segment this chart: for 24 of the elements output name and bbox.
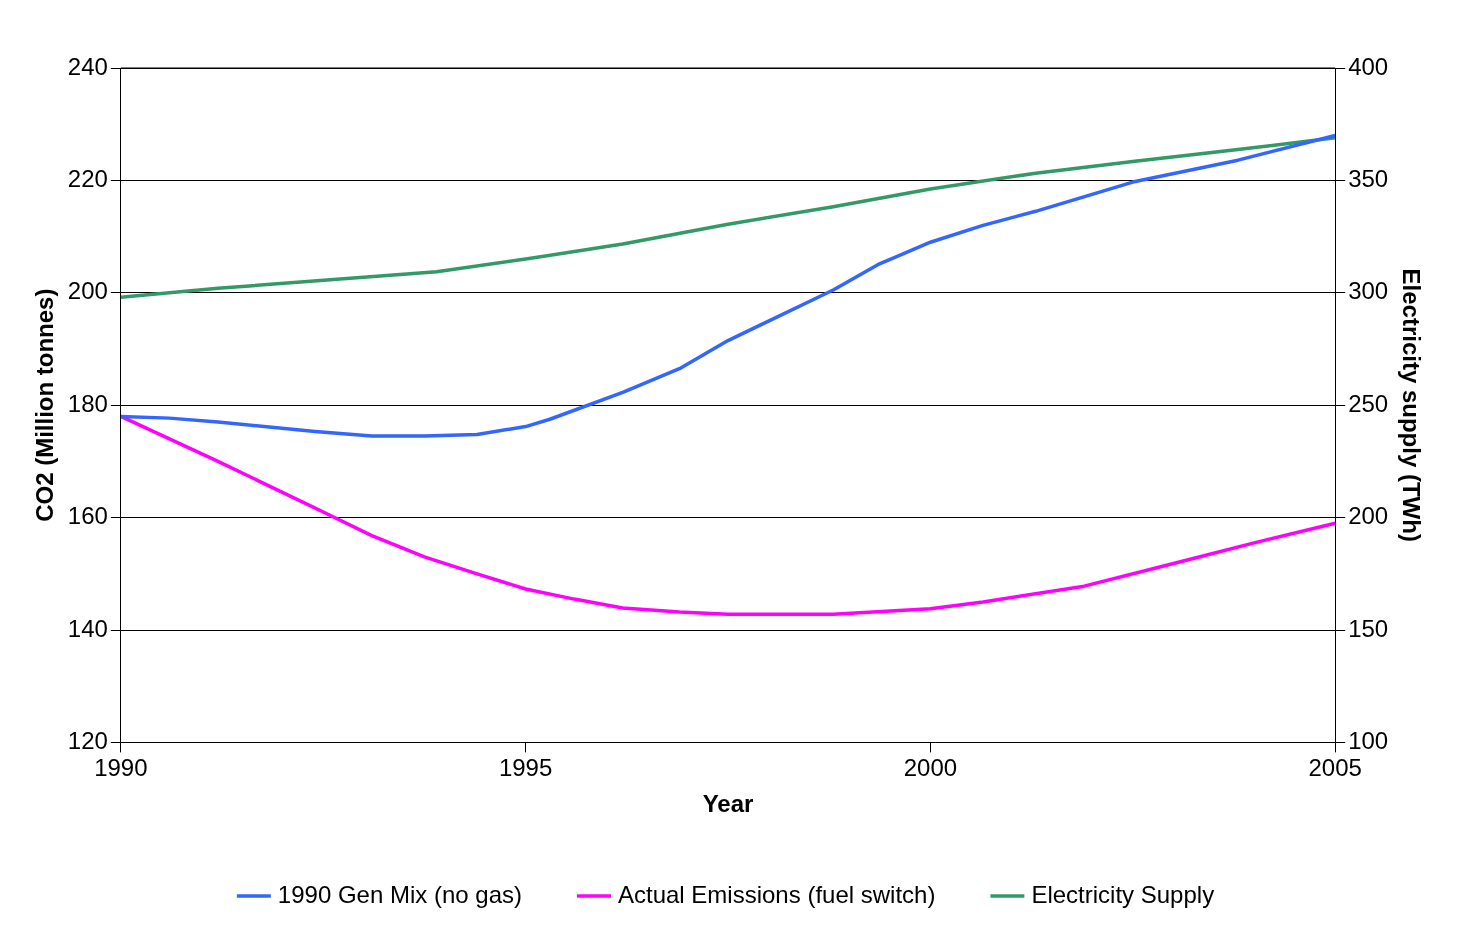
y-tick-label: 240 (67, 52, 108, 80)
legend-label: Electricity Supply (1031, 880, 1215, 908)
y2-tick-label: 100 (1348, 727, 1389, 755)
y-axis-title: CO2 (Million tonnes) (31, 288, 59, 522)
y2-tick-label: 200 (1348, 502, 1389, 530)
y2-tick-label: 400 (1348, 52, 1389, 80)
y2-tick-label: 350 (1348, 165, 1389, 193)
y-tick-label: 160 (67, 502, 108, 530)
y2-axis-title: Electricity supply (TWh) (1397, 268, 1425, 542)
y2-tick-label: 300 (1348, 277, 1389, 305)
y2-tick-label: 250 (1348, 389, 1389, 417)
y-tick-label: 120 (67, 727, 108, 755)
legend-label: Actual Emissions (fuel switch) (617, 880, 936, 908)
x-tick-label: 1995 (498, 754, 553, 782)
y-tick-label: 140 (67, 614, 108, 642)
x-axis-title: Year (702, 790, 754, 818)
x-tick-label: 2000 (903, 754, 958, 782)
y2-tick-label: 150 (1348, 614, 1389, 642)
y-tick-label: 200 (67, 277, 108, 305)
x-tick-label: 2005 (1308, 754, 1362, 782)
legend-label: 1990 Gen Mix (no gas) (277, 880, 522, 908)
y-tick-label: 180 (67, 389, 108, 417)
y-tick-label: 220 (67, 165, 108, 193)
x-tick-label: 1990 (94, 754, 148, 782)
